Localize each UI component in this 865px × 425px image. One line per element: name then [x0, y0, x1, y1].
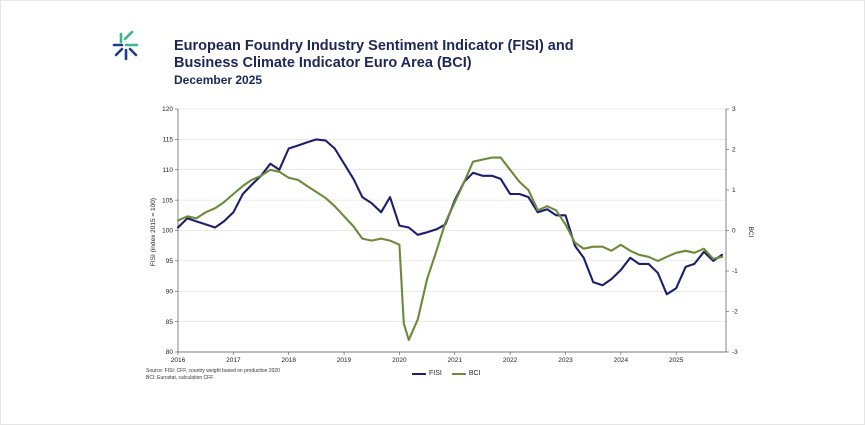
y-tick-label: 100 — [162, 228, 173, 235]
x-tick-label: 2019 — [337, 357, 352, 364]
title-line-2: Business Climate Indicator Euro Area (BC… — [174, 55, 472, 71]
y-axis-label: FISI (index 2015 = 100) — [150, 198, 157, 266]
y-tick-label: 110 — [163, 167, 174, 174]
y2-tick-label: -3 — [732, 349, 738, 356]
legend: FISI BCI — [412, 370, 491, 377]
x-tick-label: 2020 — [392, 357, 407, 364]
y2-axis-ticks: -3 -2 -1 0 1 2 3 — [726, 106, 738, 356]
x-tick-label: 2021 — [448, 357, 463, 364]
x-tick-label: 2022 — [503, 357, 518, 364]
legend-item-fisi: FISI — [412, 370, 442, 377]
chart-subtitle: December 2025 — [174, 73, 263, 87]
y-tick-label: 105 — [162, 197, 173, 204]
legend-swatch-bci — [451, 372, 466, 375]
x-tick-label: 2024 — [614, 357, 629, 364]
y-axis-ticks: 80 85 90 95 100 105 110 115 120 — [162, 106, 178, 356]
series-lines — [176, 138, 724, 341]
chart-title: European Foundry Industry Sentiment Indi… — [174, 38, 574, 72]
y2-tick-label: 3 — [732, 106, 736, 113]
x-axis-ticks: 2016 2017 2018 2019 2020 2021 2022 2023 2024 2025 — [171, 352, 684, 364]
y-tick-label: 85 — [166, 319, 174, 326]
y2-tick-label: -2 — [732, 309, 738, 316]
source-note: Source: FISI: CFF, country weight based … — [146, 368, 280, 382]
logo-icon — [112, 30, 139, 61]
x-tick-label: 2018 — [281, 357, 296, 364]
legend-item-bci: BCI — [451, 370, 481, 377]
x-tick-label: 2017 — [226, 357, 241, 364]
x-tick-label: 2016 — [171, 357, 186, 364]
y2-tick-label: -1 — [732, 268, 738, 275]
source-line-2: BCI: Eurostat, calculation CFF — [146, 375, 214, 381]
y-tick-label: 120 — [162, 106, 173, 113]
y2-tick-label: 0 — [732, 228, 736, 235]
x-tick-label: 2025 — [669, 357, 684, 364]
grid-lines — [178, 108, 726, 353]
y-tick-label: 80 — [166, 349, 174, 356]
y-tick-label: 115 — [163, 137, 174, 144]
source-line-1: Source: FISI: CFF, country weight based … — [146, 368, 280, 374]
y2-axis-label: BCI — [747, 227, 754, 238]
x-tick-label: 2023 — [558, 357, 573, 364]
y-tick-label: 90 — [166, 288, 174, 295]
legend-swatch-fisi — [412, 372, 426, 375]
y-tick-label: 95 — [166, 258, 174, 265]
y2-tick-label: 1 — [732, 187, 736, 194]
title-line-1: European Foundry Industry Sentiment Indi… — [174, 38, 574, 54]
legend-label-fisi: FISI — [429, 370, 442, 377]
y2-tick-label: 2 — [732, 147, 736, 154]
legend-label-bci: BCI — [468, 370, 481, 377]
series-line-bci — [176, 156, 724, 341]
series-line-fisi — [176, 138, 724, 296]
